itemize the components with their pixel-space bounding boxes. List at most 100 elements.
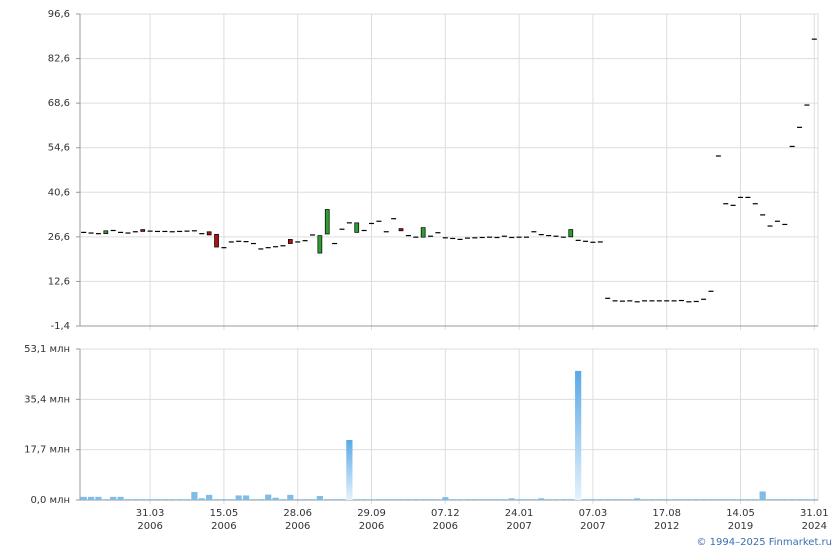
volume-bar bbox=[235, 495, 242, 500]
volume-bar bbox=[442, 497, 449, 500]
volume-bar bbox=[95, 496, 102, 500]
x-tick-label: 2006 bbox=[211, 521, 236, 532]
y-tick-label: -1,4 bbox=[50, 321, 70, 332]
volume-bar bbox=[597, 499, 604, 500]
volume-bar bbox=[789, 499, 796, 500]
candle-body bbox=[398, 228, 404, 232]
volume-bar bbox=[405, 499, 412, 500]
volume-bar bbox=[678, 499, 685, 500]
volume-bar bbox=[147, 499, 154, 500]
volume-bar bbox=[744, 499, 751, 500]
candle-body bbox=[287, 239, 293, 244]
volume-bar bbox=[493, 499, 501, 500]
volume-bar bbox=[796, 499, 803, 500]
volume-bar bbox=[656, 499, 663, 500]
candle-body bbox=[568, 229, 574, 238]
volume-bar bbox=[397, 499, 405, 500]
x-tick-label: 2007 bbox=[580, 521, 605, 532]
volume-bar bbox=[220, 499, 228, 500]
candle-body bbox=[140, 229, 146, 232]
volume-bar bbox=[700, 499, 707, 500]
volume-bar bbox=[301, 499, 309, 500]
volume-bar bbox=[338, 499, 346, 500]
volume-bar bbox=[279, 499, 287, 500]
x-tick-label: 2012 bbox=[654, 521, 679, 532]
volume-bar bbox=[567, 499, 574, 500]
volume-bar bbox=[715, 499, 722, 500]
volume-bar bbox=[685, 499, 692, 500]
candle-body bbox=[214, 233, 219, 248]
x-tick-label: 07.12 bbox=[431, 508, 460, 519]
volume-bar bbox=[626, 499, 633, 500]
volume-bar bbox=[781, 499, 788, 500]
candle-body bbox=[354, 222, 360, 233]
y-tick-label: 35,4 млн bbox=[24, 394, 70, 405]
volume-bar bbox=[516, 499, 523, 500]
volume-bar bbox=[508, 498, 515, 500]
x-tick-label: 17.08 bbox=[652, 508, 681, 519]
volume-bar bbox=[670, 499, 678, 500]
volume-bar bbox=[582, 499, 589, 500]
volume-bar bbox=[213, 499, 220, 500]
volume-bar bbox=[294, 499, 301, 500]
x-tick-label: 2006 bbox=[137, 521, 162, 532]
volume-bar bbox=[479, 499, 486, 500]
volume-bar bbox=[80, 496, 87, 500]
volume-bar bbox=[139, 499, 146, 500]
volume-bar bbox=[641, 499, 648, 500]
volume-bar bbox=[803, 499, 811, 500]
y-tick-label: 17,7 млн bbox=[24, 445, 70, 456]
volume-bar bbox=[110, 496, 117, 500]
volume-bar bbox=[206, 494, 213, 500]
volume-bar bbox=[619, 499, 626, 500]
volume-bar bbox=[287, 494, 294, 500]
volume-bar bbox=[353, 499, 360, 500]
volume-bar bbox=[427, 499, 434, 500]
x-tick-label: 29.09 bbox=[357, 508, 386, 519]
volume-bar bbox=[523, 499, 530, 500]
volume-bar bbox=[265, 494, 272, 500]
volume-bar bbox=[124, 499, 132, 500]
volume-bar bbox=[169, 499, 176, 500]
x-tick-label: 2019 bbox=[728, 521, 753, 532]
volume-bar bbox=[272, 497, 279, 500]
volume-bar bbox=[722, 499, 729, 500]
x-tick-label: 14.05 bbox=[726, 508, 755, 519]
volume-bar bbox=[774, 499, 781, 500]
volume-bar bbox=[575, 370, 582, 500]
plot-frame bbox=[79, 13, 819, 327]
volume-bar bbox=[545, 499, 552, 500]
volume-bar bbox=[154, 499, 161, 500]
y-tick-label: 26,6 bbox=[48, 232, 70, 243]
volume-bar bbox=[316, 496, 323, 500]
volume-bar bbox=[434, 499, 442, 500]
x-tick-label: 2006 bbox=[433, 521, 458, 532]
volume-bar bbox=[693, 499, 700, 500]
volume-bar bbox=[368, 499, 375, 500]
volume-bar bbox=[324, 499, 331, 500]
volume-bar bbox=[560, 499, 567, 500]
volume-bar bbox=[383, 499, 390, 500]
volume-bar bbox=[456, 499, 464, 500]
volume-bar bbox=[183, 499, 191, 500]
volume-bar bbox=[132, 499, 139, 500]
candle-body bbox=[206, 231, 212, 236]
volume-bar bbox=[449, 499, 456, 500]
volume-bar bbox=[634, 498, 641, 500]
volume-bar bbox=[228, 499, 235, 500]
volume-bar bbox=[604, 499, 611, 500]
x-tick-label: 31.01 bbox=[800, 508, 829, 519]
x-tick-label: 31.03 bbox=[136, 508, 165, 519]
candle-body bbox=[317, 235, 323, 254]
volume-bar bbox=[191, 492, 198, 500]
volume-bar bbox=[161, 499, 168, 500]
y-tick-label: 82,6 bbox=[48, 54, 70, 65]
volume-bar bbox=[198, 498, 205, 500]
x-tick-label: 2006 bbox=[285, 521, 310, 532]
x-tick-label: 2024 bbox=[802, 521, 827, 532]
y-tick-label: 54,6 bbox=[48, 143, 70, 154]
footer: © 1994–2025 Finmarket.ru bbox=[696, 537, 832, 548]
x-tick-label: 28.06 bbox=[283, 508, 312, 519]
volume-bar bbox=[412, 499, 419, 500]
